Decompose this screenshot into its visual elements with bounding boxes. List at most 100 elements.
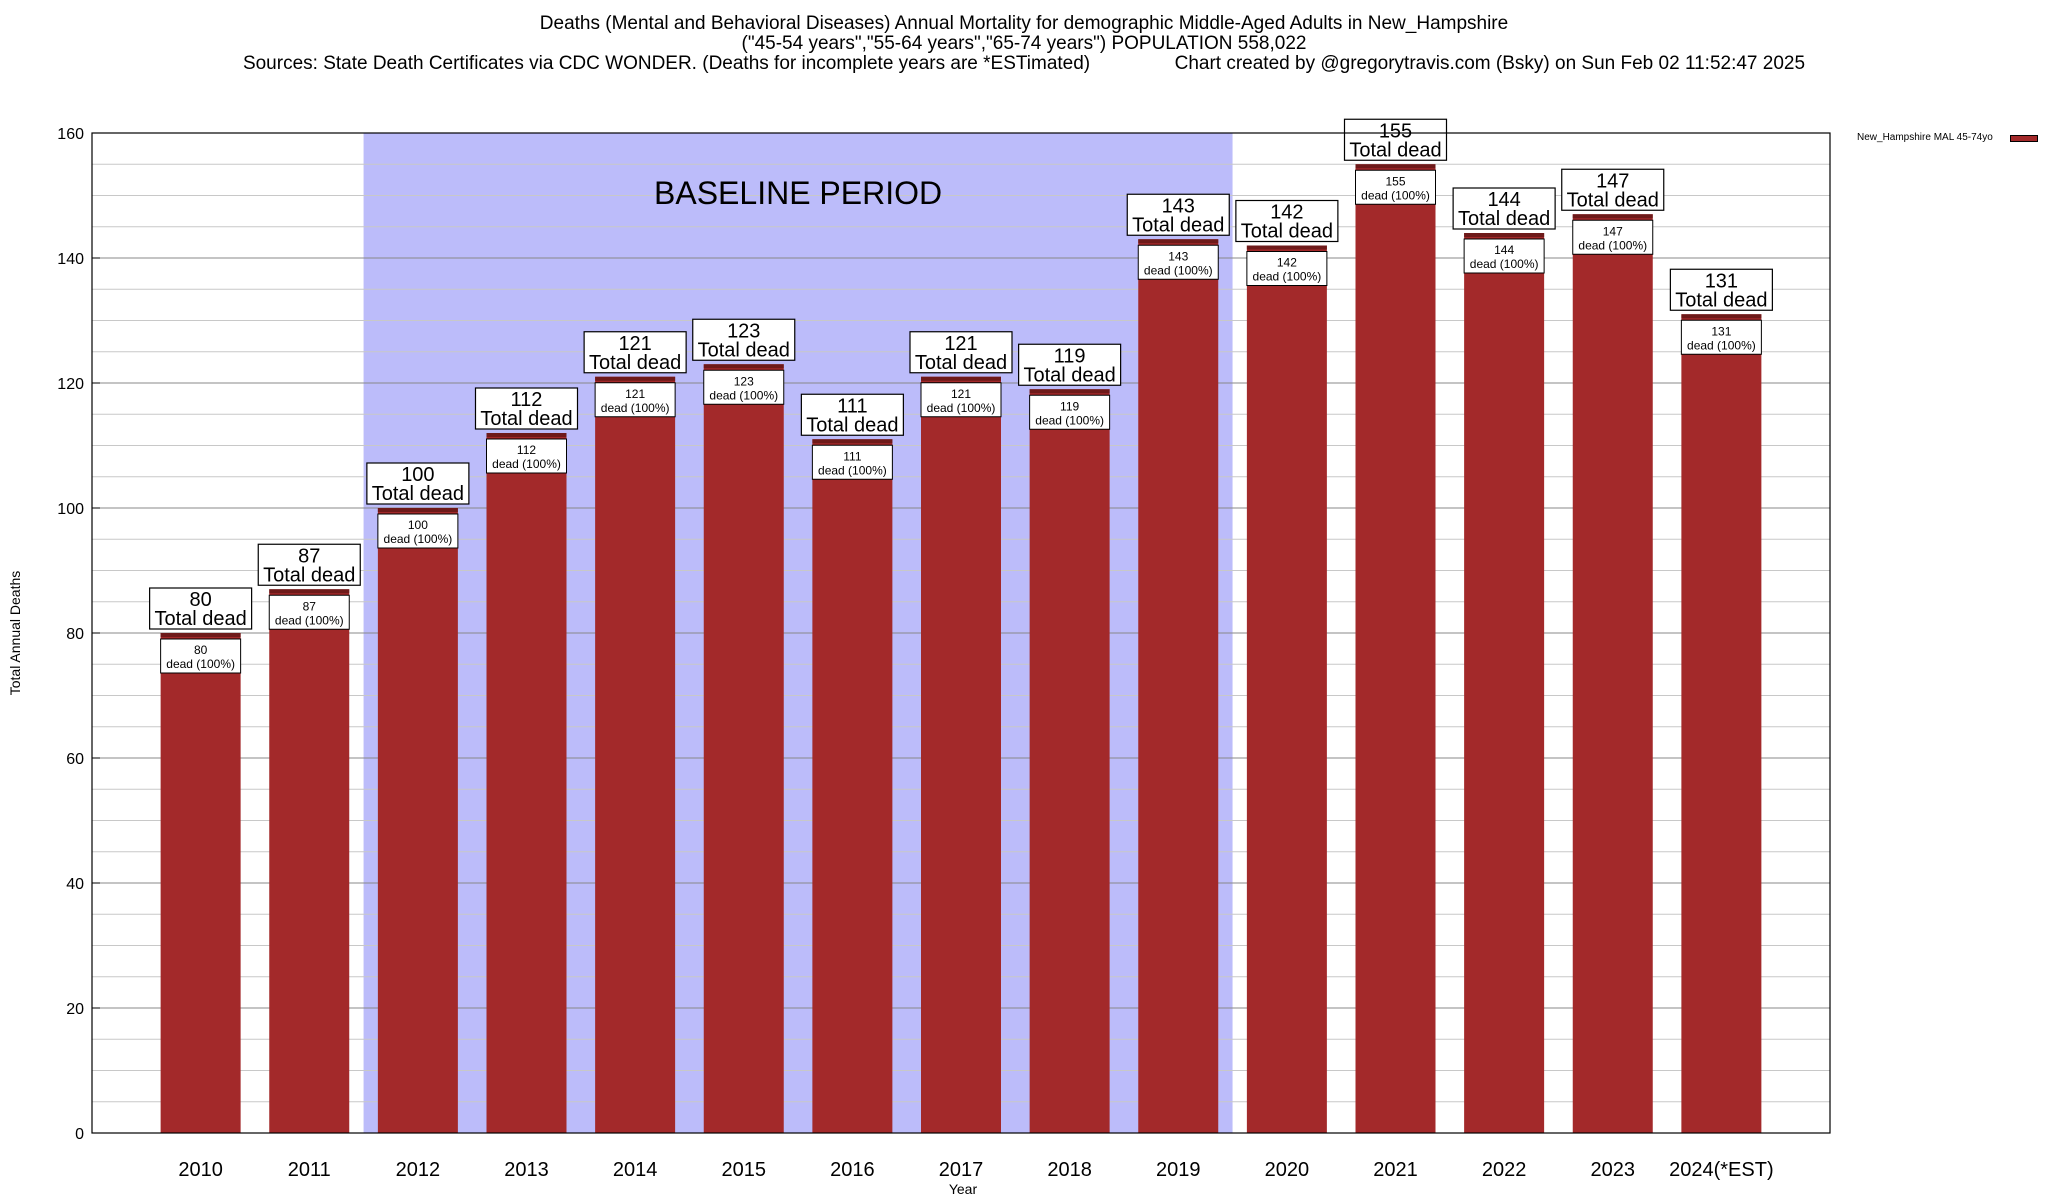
chart-sources: Sources: State Death Certificates via CD… <box>242 53 1091 74</box>
x-tick-label: 2023 <box>1591 1159 1636 1181</box>
inner-label-value: 142 <box>1277 256 1297 270</box>
inner-label-value: 111 <box>843 449 862 463</box>
total-label-value: 100 <box>401 464 434 486</box>
total-label-text: Total dead <box>1458 208 1550 230</box>
total-label-text: Total dead <box>372 483 464 505</box>
total-label-text: Total dead <box>915 352 1007 374</box>
x-tick-label: 2022 <box>1482 1159 1527 1181</box>
inner-label-value: 121 <box>625 387 645 401</box>
total-label-text: Total dead <box>589 352 681 374</box>
bar-top-segment <box>595 376 676 381</box>
x-axis-label: Year <box>949 1181 978 1197</box>
x-tick-label: 2015 <box>722 1159 767 1181</box>
total-label-box <box>1343 118 1448 161</box>
x-tick-label: 2020 <box>1265 1159 1310 1181</box>
x-tick-label: 2021 <box>1373 1159 1418 1181</box>
chart-credit: Chart created by @gregorytravis.com (Bsk… <box>1174 53 1806 74</box>
baseline-label: BASELINE PERIOD <box>654 175 942 211</box>
bar-top-segment <box>812 439 893 444</box>
total-label-text: Total dead <box>1567 189 1659 211</box>
bar-top-segment <box>160 633 241 637</box>
inner-label-percent: dead (100%) <box>1144 263 1213 277</box>
inner-label-value: 87 <box>303 599 317 613</box>
chart-sources-line: Sources: State Death Certificates via CD… <box>0 54 2048 74</box>
bar <box>703 364 784 1133</box>
bar-top-segment <box>1572 214 1653 219</box>
inner-label-value: 100 <box>408 518 428 532</box>
inner-label-box <box>703 369 785 405</box>
inner-label-box <box>811 444 893 480</box>
inner-label-percent: dead (100%) <box>601 401 670 415</box>
bar-top-segment <box>921 376 1001 381</box>
total-label-box <box>1452 187 1556 230</box>
y-tick-label: 80 <box>66 626 84 643</box>
bar-top-segment <box>1246 245 1327 250</box>
bar <box>1681 314 1762 1133</box>
inner-label-percent: dead (100%) <box>927 401 996 415</box>
inner-label-percent: dead (100%) <box>1578 238 1647 252</box>
inner-label-value: 131 <box>1711 324 1731 338</box>
bar <box>1464 233 1545 1133</box>
total-label-box <box>1561 168 1665 211</box>
total-label-value: 143 <box>1162 195 1195 217</box>
y-axis-label: Total Annual Deaths <box>7 571 23 696</box>
chart-title-block: Deaths (Mental and Behavioral Diseases) … <box>0 14 2048 74</box>
y-tick-label: 20 <box>66 1001 84 1018</box>
x-tick-label: 2017 <box>939 1159 984 1181</box>
total-label-box <box>474 387 579 430</box>
x-tick-label: 2019 <box>1156 1159 1201 1181</box>
y-tick-label: 60 <box>66 751 84 768</box>
total-label-value: 131 <box>1705 270 1738 292</box>
inner-label-box <box>1029 394 1111 430</box>
bar <box>921 376 1001 1133</box>
inner-label-percent: dead (100%) <box>384 532 453 546</box>
y-tick-label: 160 <box>57 126 84 143</box>
y-tick-label: 100 <box>57 501 84 518</box>
bar <box>1138 239 1219 1133</box>
total-label-box <box>1669 268 1773 311</box>
total-label-box <box>1235 199 1339 243</box>
bar <box>377 508 458 1133</box>
inner-label-percent: dead (100%) <box>166 657 235 671</box>
total-label-box <box>366 462 470 505</box>
total-label-text: Total dead <box>698 339 790 361</box>
inner-label-box <box>594 382 676 418</box>
total-label-box <box>800 393 904 436</box>
inner-label-box <box>920 382 1002 418</box>
inner-label-percent: dead (100%) <box>709 388 778 402</box>
inner-label-value: 147 <box>1603 224 1623 238</box>
x-tick-label: 2024(*EST) <box>1669 1159 1774 1181</box>
chart-title: Deaths (Mental and Behavioral Diseases) … <box>539 13 1509 34</box>
total-label-value: 147 <box>1596 170 1629 192</box>
x-tick-label: 2018 <box>1047 1159 1092 1181</box>
inner-label-value: 123 <box>734 374 754 388</box>
bar <box>486 433 567 1133</box>
total-label-text: Total dead <box>480 408 572 430</box>
legend-label: New_Hampshire MAL 45-74yo <box>1857 132 1993 143</box>
bar-top-segment <box>486 433 567 437</box>
y-tick-label: 120 <box>57 376 84 393</box>
bar-top-segment <box>1138 239 1219 244</box>
inner-label-box <box>160 638 242 674</box>
total-label-box <box>149 587 253 630</box>
inner-label-percent: dead (100%) <box>818 463 887 477</box>
inner-label-box <box>1246 251 1328 286</box>
bar <box>1246 245 1327 1133</box>
bar-top-segment <box>377 508 458 512</box>
bar <box>812 439 893 1133</box>
x-tick-label: 2010 <box>178 1159 223 1181</box>
bar <box>269 589 350 1133</box>
chart-subtitle: ("45-54 years","55-64 years","65-74 year… <box>741 33 1307 54</box>
x-tick-label: 2012 <box>396 1159 441 1181</box>
inner-label-box <box>1680 319 1762 355</box>
inner-label-value: 121 <box>951 387 971 401</box>
inner-label-percent: dead (100%) <box>1253 270 1322 284</box>
inner-label-value: 143 <box>1168 249 1188 263</box>
inner-label-percent: dead (100%) <box>1035 413 1104 427</box>
total-label-box <box>257 543 361 586</box>
inner-label-box <box>1463 238 1545 274</box>
x-tick-label: 2014 <box>613 1159 658 1181</box>
total-label-text: Total dead <box>1675 289 1767 311</box>
legend-swatch <box>2010 135 2038 142</box>
